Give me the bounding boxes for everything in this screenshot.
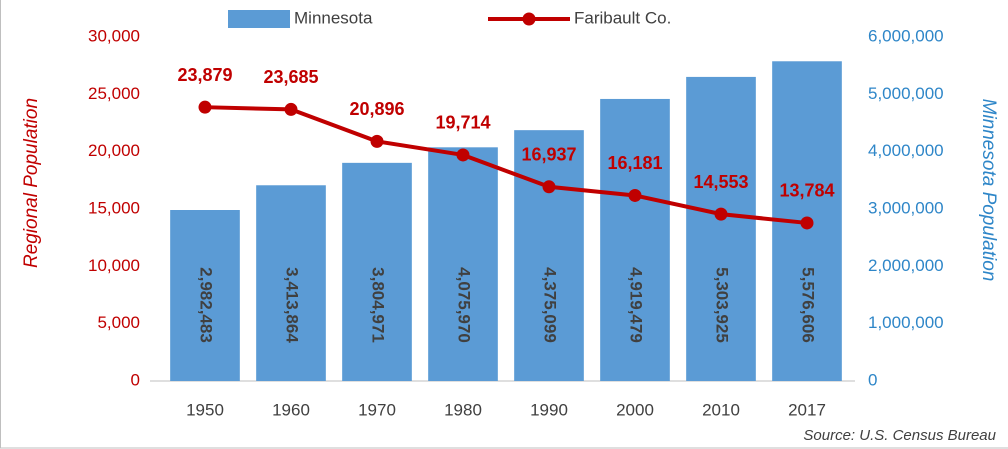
x-tick-label: 1960 [272, 400, 310, 419]
x-tick-label: 2010 [702, 400, 740, 419]
line-value-label: 16,937 [521, 145, 576, 165]
legend-swatch-point [522, 12, 536, 26]
y2-tick-label: 4,000,000 [868, 141, 944, 160]
bar [514, 130, 584, 381]
line-value-label: 16,181 [607, 153, 662, 173]
line-point [198, 100, 212, 114]
bar-value-label: 3,413,864 [283, 267, 302, 343]
line-point [800, 216, 814, 230]
y2-tick-label: 6,000,000 [868, 26, 944, 45]
y-tick-label: 0 [131, 370, 140, 389]
line-point [284, 102, 298, 116]
source-note: Source: U.S. Census Bureau [803, 427, 996, 444]
bar [170, 210, 240, 381]
x-tick-label: 2017 [788, 400, 826, 419]
line-point [456, 148, 470, 162]
legend-label: Minnesota [294, 8, 373, 27]
y-tick-label: 30,000 [88, 26, 140, 45]
x-tick-label: 2000 [616, 400, 654, 419]
y2-tick-label: 3,000,000 [868, 198, 944, 217]
x-tick-label: 1950 [186, 400, 224, 419]
line-point [542, 180, 556, 194]
line [204, 105, 808, 225]
y2-tick-label: 1,000,000 [868, 313, 944, 332]
x-tick-label: 1990 [530, 400, 568, 419]
bar-value-label: 5,576,606 [799, 267, 818, 343]
line-value-label: 23,879 [177, 65, 232, 85]
y2-axis-label: Minnesota Population [978, 99, 999, 282]
line-point [714, 207, 728, 221]
line-point [370, 134, 384, 148]
bar [256, 185, 326, 381]
line-value-label: 20,896 [349, 99, 404, 119]
legend-swatch [228, 10, 290, 28]
bar [600, 98, 670, 382]
bar [342, 162, 412, 381]
y-axis-label: Regional Population [21, 98, 42, 268]
line-value-label: 19,714 [435, 113, 490, 133]
bar [686, 76, 756, 382]
bar-value-label: 5,303,925 [713, 267, 732, 343]
x-tick-label: 1970 [358, 400, 396, 419]
line-point [628, 188, 642, 202]
bar [428, 147, 498, 381]
y-tick-label: 5,000 [97, 313, 140, 332]
y2-tick-label: 5,000,000 [868, 84, 944, 103]
bar-value-label: 4,375,099 [541, 267, 560, 343]
line-value-label: 14,553 [693, 172, 748, 192]
x-tick-label: 1980 [444, 400, 482, 419]
y-tick-label: 10,000 [88, 256, 140, 275]
line-value-label: 13,784 [779, 181, 834, 201]
y-tick-label: 20,000 [88, 141, 140, 160]
line-value-label: 23,685 [263, 67, 318, 87]
legend-label: Faribault Co. [574, 8, 671, 27]
bar-value-label: 4,075,970 [455, 267, 474, 343]
y-tick-label: 15,000 [88, 198, 140, 217]
bar-value-label: 4,919,479 [627, 267, 646, 343]
y2-tick-label: 2,000,000 [868, 256, 944, 275]
bar-value-label: 2,982,483 [197, 267, 216, 343]
bar-value-label: 3,804,971 [369, 267, 388, 343]
y2-tick-label: 0 [868, 370, 877, 389]
y-tick-label: 25,000 [88, 84, 140, 103]
